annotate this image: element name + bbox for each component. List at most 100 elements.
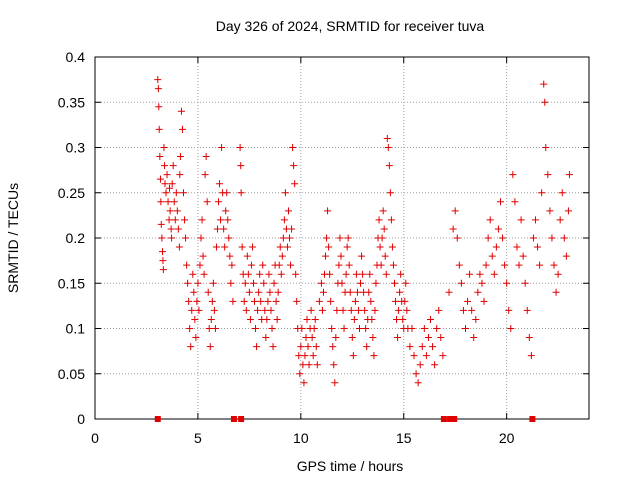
data-point (339, 306, 347, 314)
x-tick-label: 20 (499, 430, 515, 446)
data-point (185, 297, 193, 305)
data-point (386, 189, 394, 197)
data-point (197, 234, 205, 242)
data-point (255, 288, 263, 296)
data-point (168, 234, 176, 242)
data-point (284, 207, 292, 215)
data-point (534, 243, 542, 251)
data-point (289, 144, 297, 151)
data-point (188, 306, 196, 314)
data-point (257, 297, 265, 305)
data-point (435, 306, 443, 314)
data-point (408, 325, 416, 332)
data-point (264, 297, 272, 305)
data-point (345, 261, 353, 269)
chart-title: Day 326 of 2024, SRMTID for receiver tuv… (216, 18, 485, 34)
data-point (293, 297, 301, 305)
data-point (172, 189, 180, 197)
data-point (550, 261, 558, 269)
data-point (343, 243, 351, 251)
data-point (366, 270, 374, 278)
data-point (544, 171, 552, 179)
data-point (182, 234, 190, 242)
data-point (156, 175, 164, 183)
data-point (560, 234, 568, 242)
data-point (229, 297, 237, 305)
data-point (388, 243, 396, 251)
data-point (265, 270, 273, 278)
data-point (286, 234, 294, 242)
data-point (325, 243, 333, 251)
data-point (414, 379, 422, 387)
data-point (517, 216, 525, 224)
data-point (218, 144, 226, 151)
zero-marker (529, 416, 536, 422)
data-point (236, 144, 244, 151)
data-point (451, 207, 459, 215)
data-point (399, 315, 407, 323)
data-point (564, 207, 572, 215)
data-point (494, 225, 502, 233)
data-point (281, 189, 289, 197)
data-point (173, 207, 181, 215)
data-point (482, 261, 490, 269)
data-point (439, 352, 447, 360)
data-point (397, 270, 405, 278)
data-point (418, 343, 426, 351)
data-point (215, 198, 222, 206)
data-point (155, 103, 163, 111)
data-point (368, 315, 376, 323)
data-point (333, 306, 341, 314)
data-point (427, 315, 435, 323)
data-point (361, 306, 369, 314)
data-point (362, 325, 370, 332)
data-point (196, 261, 204, 269)
data-point (402, 279, 410, 287)
data-point (474, 288, 482, 296)
data-point (523, 306, 531, 314)
data-point (480, 297, 488, 305)
data-point (330, 361, 338, 369)
data-point (203, 198, 211, 206)
data-point (161, 162, 169, 170)
data-point (509, 171, 517, 179)
y-tick-label: 0.35 (58, 94, 85, 110)
data-point (226, 252, 234, 260)
data-point (159, 248, 167, 256)
data-point (193, 297, 201, 305)
data-point (157, 198, 165, 206)
data-point (457, 279, 465, 287)
data-point (387, 216, 395, 224)
data-point (507, 325, 515, 332)
data-point (377, 261, 385, 269)
data-point (433, 325, 441, 332)
data-point (478, 279, 486, 287)
data-point (206, 343, 214, 351)
data-point (558, 189, 566, 197)
data-point (515, 261, 523, 269)
data-point (353, 288, 361, 296)
data-point (183, 261, 191, 269)
data-point (369, 334, 377, 342)
data-point (198, 216, 206, 224)
data-point (254, 306, 262, 314)
data-point (276, 243, 284, 251)
zero-marker (451, 416, 458, 422)
data-point (322, 252, 330, 260)
y-tick-label: 0.4 (66, 49, 86, 65)
data-point (240, 297, 248, 305)
data-point (223, 189, 231, 197)
data-point (499, 234, 507, 242)
data-point (338, 279, 346, 287)
data-point (178, 125, 186, 133)
data-point (424, 334, 432, 342)
data-point (275, 261, 283, 269)
data-point (355, 325, 363, 332)
data-point (470, 334, 478, 342)
data-point (220, 225, 228, 233)
data-point (332, 334, 340, 342)
y-tick-label: 0 (77, 411, 85, 427)
data-point (166, 184, 174, 192)
data-point (313, 361, 321, 369)
